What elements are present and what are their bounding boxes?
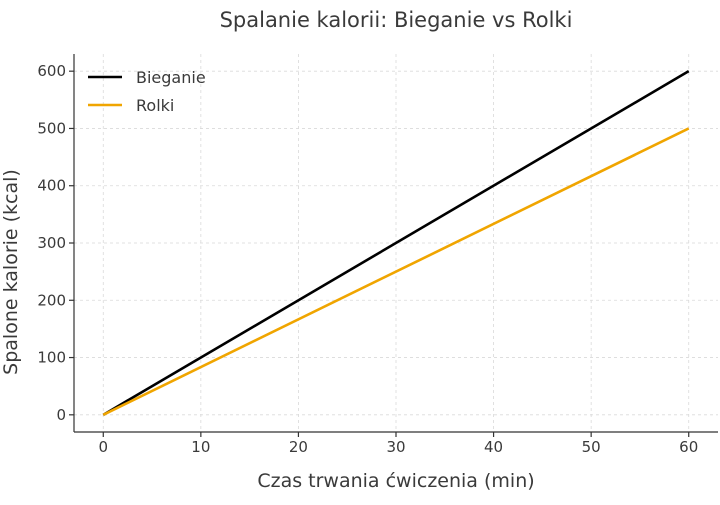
y-tick-label: 400 xyxy=(37,177,66,195)
x-tick-label: 10 xyxy=(191,438,210,456)
x-tick-label: 20 xyxy=(289,438,308,456)
chart-title: Spalanie kalorii: Bieganie vs Rolki xyxy=(220,8,573,32)
series-line-bieganie xyxy=(102,70,690,416)
y-axis-title: Spalone kalorie (kcal) xyxy=(0,169,22,375)
x-tick-label: 30 xyxy=(386,438,405,456)
x-tick-label: 40 xyxy=(484,438,503,456)
x-tick-label: 50 xyxy=(582,438,601,456)
y-tick-label: 300 xyxy=(37,234,66,252)
y-tick-label: 200 xyxy=(37,291,66,309)
y-tick-label: 0 xyxy=(56,406,66,424)
y-tick-label: 500 xyxy=(37,119,66,137)
y-tick-label: 100 xyxy=(37,349,66,367)
series-line-rolki xyxy=(102,127,690,416)
legend: Bieganie Rolki xyxy=(88,68,206,115)
x-tick-label: 60 xyxy=(679,438,698,456)
series-lines xyxy=(102,70,690,416)
grid xyxy=(74,54,718,432)
y-tick-label: 600 xyxy=(37,62,66,80)
legend-label-bieganie: Bieganie xyxy=(136,68,206,87)
legend-label-rolki: Rolki xyxy=(136,96,174,115)
x-tick-label: 0 xyxy=(98,438,108,456)
x-axis-title: Czas trwania ćwiczenia (min) xyxy=(257,470,534,492)
